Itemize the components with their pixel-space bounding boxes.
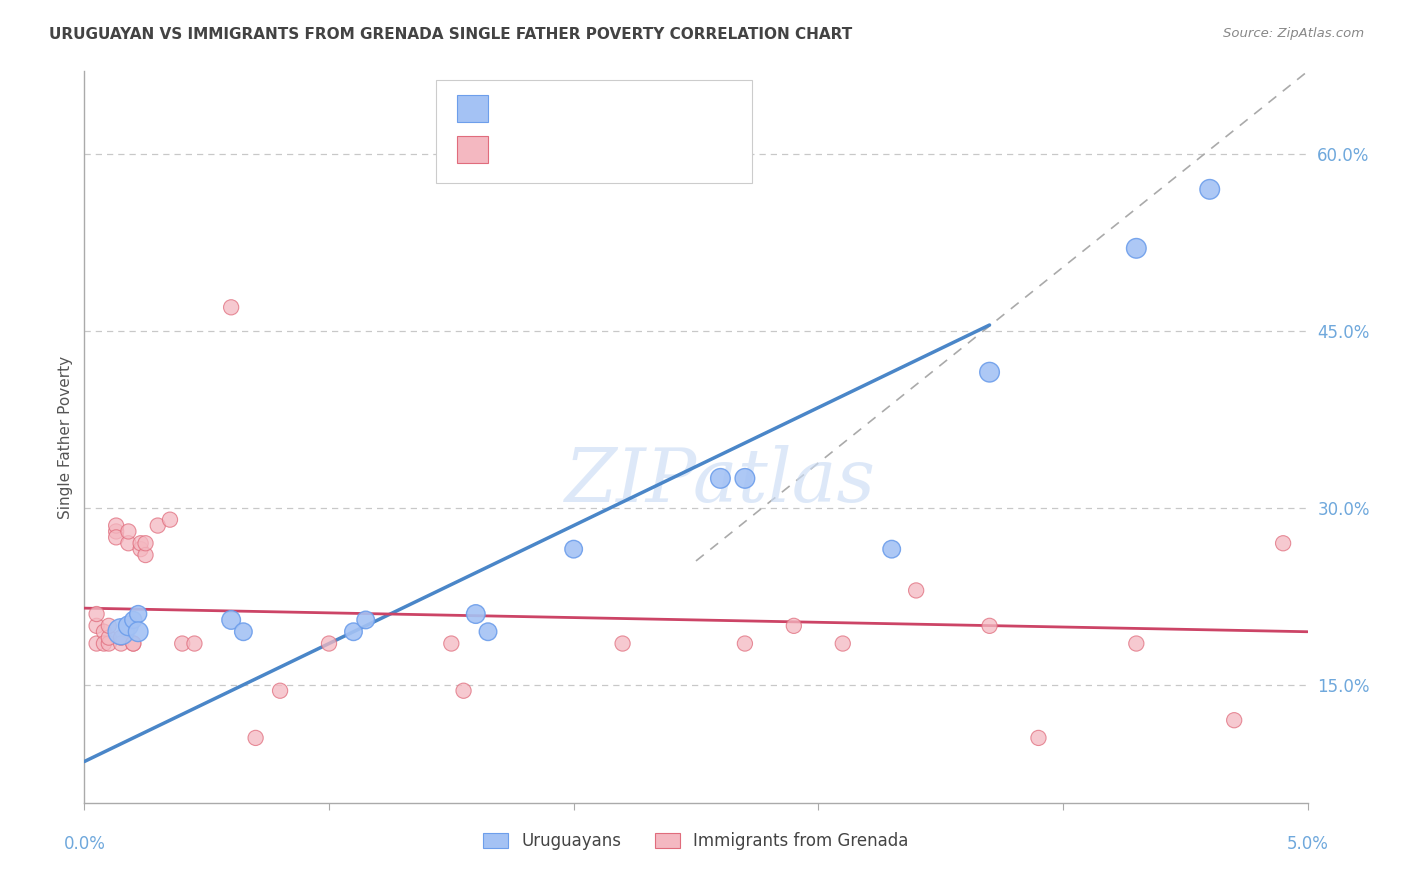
- Point: [97, 631, 120, 645]
- Text: R =  0.821   N = 14: R = 0.821 N = 14: [502, 94, 665, 112]
- Point: [734, 636, 756, 650]
- Point: [318, 636, 340, 650]
- Point: [117, 619, 139, 633]
- Point: [122, 636, 145, 650]
- Point: [1223, 713, 1246, 727]
- Point: [127, 607, 149, 621]
- Point: [129, 536, 152, 550]
- Point: [1125, 636, 1147, 650]
- Point: [93, 636, 115, 650]
- Text: ZIPatlas: ZIPatlas: [565, 445, 876, 517]
- Point: [1028, 731, 1050, 745]
- Point: [783, 619, 806, 633]
- Point: [135, 536, 157, 550]
- Legend: Uruguayans, Immigrants from Grenada: Uruguayans, Immigrants from Grenada: [477, 825, 915, 856]
- Point: [122, 613, 145, 627]
- Point: [219, 301, 242, 315]
- Point: [979, 619, 1001, 633]
- Point: [105, 518, 128, 533]
- Point: [734, 471, 756, 485]
- Point: [93, 624, 115, 639]
- Point: [464, 607, 486, 621]
- Point: [117, 536, 139, 550]
- Point: [97, 636, 120, 650]
- Text: Source: ZipAtlas.com: Source: ZipAtlas.com: [1223, 27, 1364, 40]
- Point: [232, 624, 254, 639]
- Point: [880, 542, 903, 557]
- Point: [117, 524, 139, 539]
- Point: [86, 619, 108, 633]
- Point: [245, 731, 267, 745]
- Point: [905, 583, 928, 598]
- Point: [129, 542, 152, 557]
- Point: [110, 636, 132, 650]
- Point: [135, 548, 157, 562]
- Point: [831, 636, 853, 650]
- Point: [105, 524, 128, 539]
- Point: [110, 631, 132, 645]
- Point: [562, 542, 585, 557]
- Point: [477, 624, 499, 639]
- Point: [979, 365, 1001, 379]
- Point: [97, 619, 120, 633]
- Point: [1125, 241, 1147, 255]
- Text: 0.0%: 0.0%: [63, 835, 105, 853]
- Point: [183, 636, 205, 650]
- Point: [354, 613, 377, 627]
- Point: [440, 636, 463, 650]
- Text: 5.0%: 5.0%: [1286, 835, 1329, 853]
- Point: [269, 683, 291, 698]
- Point: [219, 613, 242, 627]
- Point: [127, 624, 149, 639]
- Point: [709, 471, 731, 485]
- Point: [342, 624, 364, 639]
- Point: [1272, 536, 1295, 550]
- Point: [159, 513, 181, 527]
- Point: [86, 636, 108, 650]
- Point: [86, 607, 108, 621]
- Y-axis label: Single Father Poverty: Single Father Poverty: [58, 356, 73, 518]
- Point: [612, 636, 634, 650]
- Point: [453, 683, 475, 698]
- Text: URUGUAYAN VS IMMIGRANTS FROM GRENADA SINGLE FATHER POVERTY CORRELATION CHART: URUGUAYAN VS IMMIGRANTS FROM GRENADA SIN…: [49, 27, 852, 42]
- Point: [146, 518, 169, 533]
- Point: [122, 636, 145, 650]
- Text: R = -0.037   N = 39: R = -0.037 N = 39: [502, 135, 665, 153]
- Point: [110, 624, 132, 639]
- Point: [172, 636, 194, 650]
- Point: [105, 530, 128, 544]
- Point: [1198, 182, 1220, 196]
